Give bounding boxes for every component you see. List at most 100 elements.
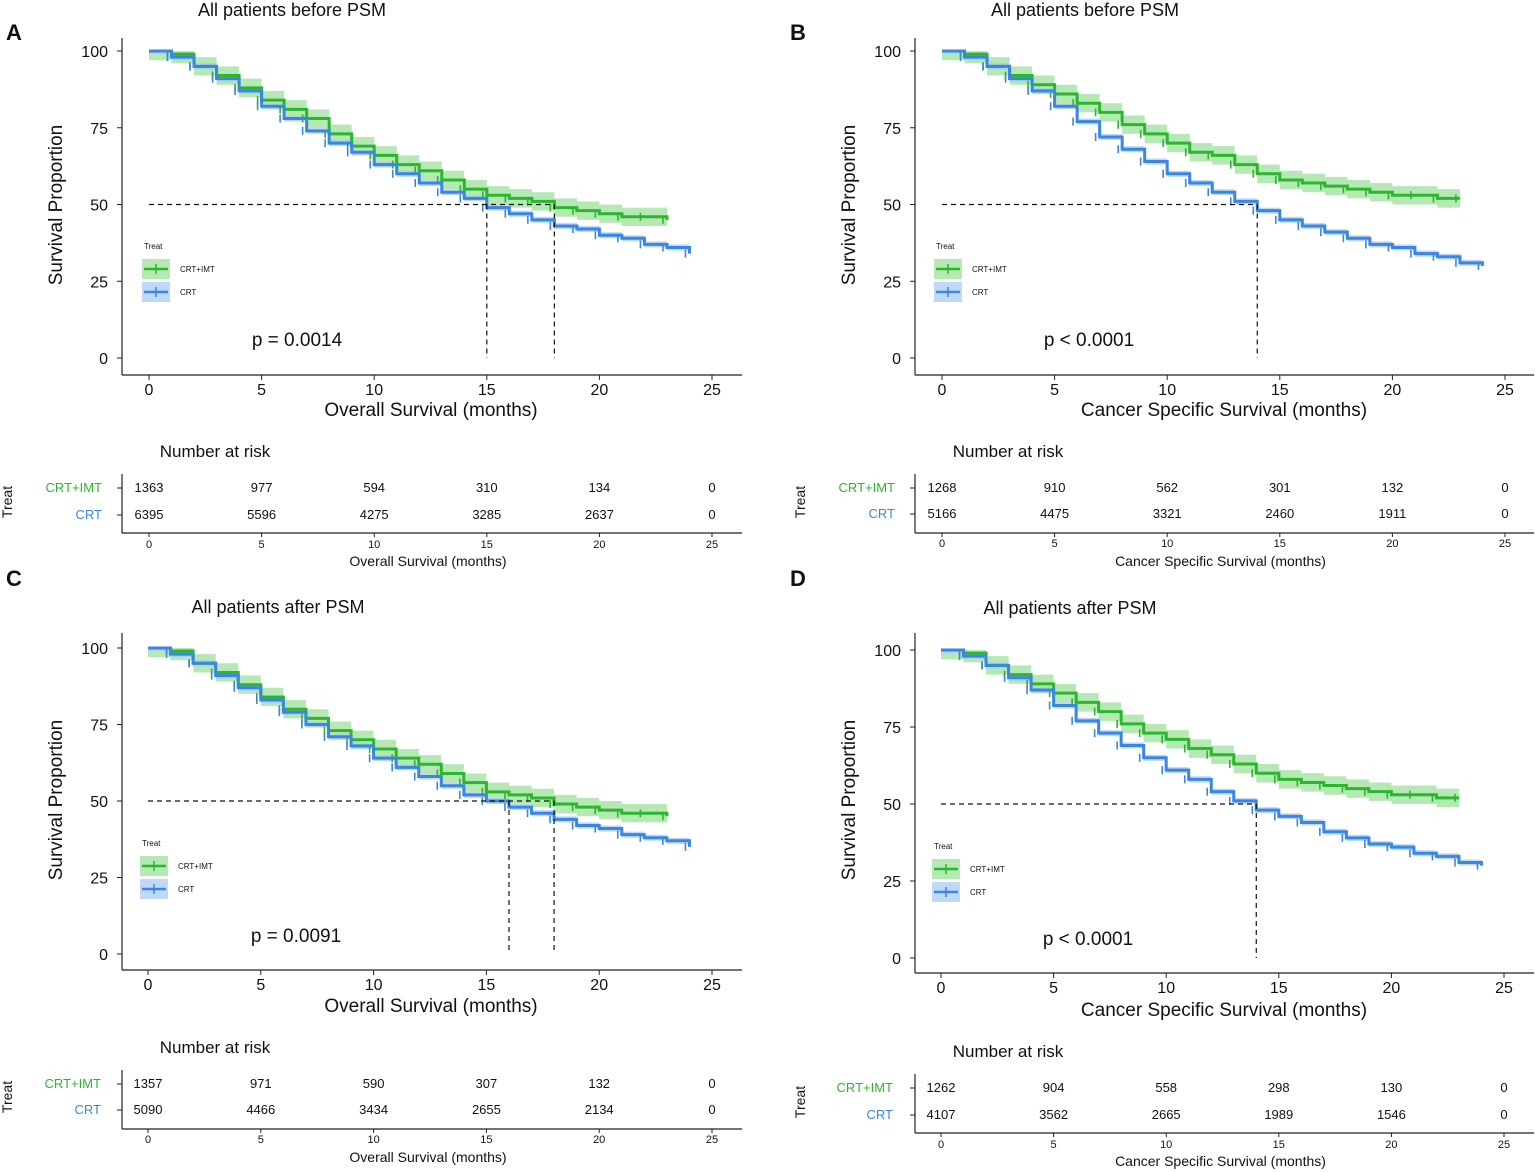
risk-count: 4466	[246, 1102, 275, 1117]
legend-title: Treat	[936, 242, 955, 251]
ci-band-crt-imt	[148, 648, 668, 826]
risk-x-label: Overall Survival (months)	[349, 553, 506, 569]
risk-count: 0	[1501, 480, 1508, 495]
risk-x-tick-label: 20	[1386, 538, 1398, 550]
risk-table-title: Number at risk	[953, 1042, 1064, 1061]
legend-title: Treat	[142, 839, 161, 848]
risk-count: 1262	[927, 1080, 956, 1095]
y-axis-label: Survival Proportion	[839, 720, 860, 881]
x-tick-label: 10	[1157, 980, 1175, 997]
x-tick-label: 20	[1384, 382, 1402, 399]
p-value: p < 0.0001	[1044, 330, 1134, 351]
risk-count: 3434	[359, 1102, 388, 1117]
x-tick-label: 10	[365, 382, 383, 399]
risk-row-name: CRT	[75, 1102, 102, 1117]
x-tick-label: 5	[1050, 382, 1059, 399]
risk-count: 2637	[585, 507, 614, 522]
risk-count: 132	[588, 1076, 610, 1091]
risk-count: 977	[251, 480, 273, 495]
risk-x-tick-label: 0	[146, 539, 152, 551]
risk-row-name: CRT	[76, 507, 103, 522]
chart-title: All patients before PSM	[991, 0, 1179, 20]
legend-label: CRT+IMT	[178, 862, 213, 871]
risk-count: 4275	[360, 507, 389, 522]
risk-x-tick-label: 5	[1051, 1139, 1057, 1151]
risk-x-tick-label: 0	[939, 538, 945, 550]
x-tick-label: 25	[1496, 382, 1514, 399]
risk-x-tick-label: 15	[1274, 538, 1286, 550]
legend-title: Treat	[934, 842, 953, 851]
risk-x-tick-label: 15	[480, 1134, 492, 1146]
x-tick-label: 0	[145, 382, 154, 399]
risk-count: 0	[708, 1102, 715, 1117]
y-tick-label: 75	[90, 718, 108, 735]
legend-label: CRT	[972, 288, 988, 297]
risk-row-label: Treat	[0, 486, 15, 518]
risk-count: 594	[363, 480, 385, 495]
risk-count: 3321	[1153, 506, 1182, 521]
risk-row-name: CRT+IMT	[46, 480, 103, 495]
risk-x-tick-label: 25	[706, 539, 718, 551]
legend-label: CRT	[180, 288, 196, 297]
risk-x-label: Cancer Specific Survival (months)	[1115, 1153, 1326, 1169]
x-axis-label: Cancer Specific Survival (months)	[1081, 400, 1367, 421]
risk-table: Number at risk Treat CRT+IMT 1268 910 562 301 1…	[792, 442, 1534, 569]
x-tick-label: 20	[591, 382, 609, 399]
risk-x-tick-label: 25	[1498, 1139, 1510, 1151]
risk-row-name: CRT+IMT	[45, 1076, 102, 1091]
risk-x-tick-label: 25	[1499, 538, 1511, 550]
risk-x-tick-label: 15	[1273, 1139, 1285, 1151]
risk-count: 1357	[134, 1076, 163, 1091]
risk-count: 3285	[472, 507, 501, 522]
y-tick-label: 25	[90, 274, 108, 291]
risk-count: 2460	[1265, 506, 1294, 521]
x-axis-label: Overall Survival (months)	[324, 400, 537, 421]
risk-x-tick-label: 25	[706, 1134, 718, 1146]
risk-count: 310	[476, 480, 498, 495]
risk-count: 562	[1156, 480, 1178, 495]
x-tick-label: 10	[365, 977, 383, 994]
y-tick-label: 75	[883, 121, 901, 138]
risk-count: 5090	[134, 1102, 163, 1117]
risk-count: 130	[1381, 1080, 1403, 1095]
risk-x-tick-label: 5	[258, 1134, 264, 1146]
risk-x-label: Overall Survival (months)	[349, 1149, 506, 1165]
x-tick-label: 20	[1383, 980, 1401, 997]
y-tick-label: 100	[874, 643, 901, 660]
x-tick-label: 5	[257, 382, 266, 399]
y-tick-label: 100	[81, 44, 108, 61]
legend: Treat CRT+IMT CRT	[934, 242, 1007, 302]
x-tick-label: 25	[703, 977, 721, 994]
risk-count: 971	[250, 1076, 272, 1091]
risk-count: 298	[1268, 1080, 1290, 1095]
y-tick-label: 50	[883, 198, 901, 215]
x-tick-label: 15	[478, 977, 496, 994]
y-tick-label: 25	[90, 871, 108, 888]
risk-x-tick-label: 10	[367, 1134, 379, 1146]
y-axis-label: Survival Proportion	[46, 720, 67, 881]
legend-label: CRT+IMT	[970, 865, 1005, 874]
y-axis-label: Survival Proportion	[46, 125, 67, 286]
risk-x-tick-label: 5	[1052, 538, 1058, 550]
chart-title: All patients before PSM	[198, 0, 386, 20]
risk-x-tick-label: 15	[481, 539, 493, 551]
y-tick-label: 25	[883, 874, 901, 891]
p-value: p = 0.0014	[252, 330, 343, 351]
risk-x-tick-label: 20	[593, 539, 605, 551]
x-axis-label: Overall Survival (months)	[324, 996, 537, 1017]
risk-count: 134	[589, 480, 611, 495]
chart-title: All patients after PSM	[191, 597, 364, 617]
y-tick-label: 50	[90, 198, 108, 215]
x-tick-label: 5	[256, 977, 265, 994]
km-curve-crt	[148, 646, 691, 847]
risk-count: 0	[708, 1076, 715, 1091]
legend: Treat CRT+IMT CRT	[932, 842, 1005, 902]
risk-x-tick-label: 20	[1385, 1139, 1397, 1151]
legend-label: CRT+IMT	[972, 265, 1007, 274]
risk-count: 0	[1500, 1107, 1507, 1122]
ci-band-crt	[148, 648, 690, 850]
risk-count: 1546	[1377, 1107, 1406, 1122]
